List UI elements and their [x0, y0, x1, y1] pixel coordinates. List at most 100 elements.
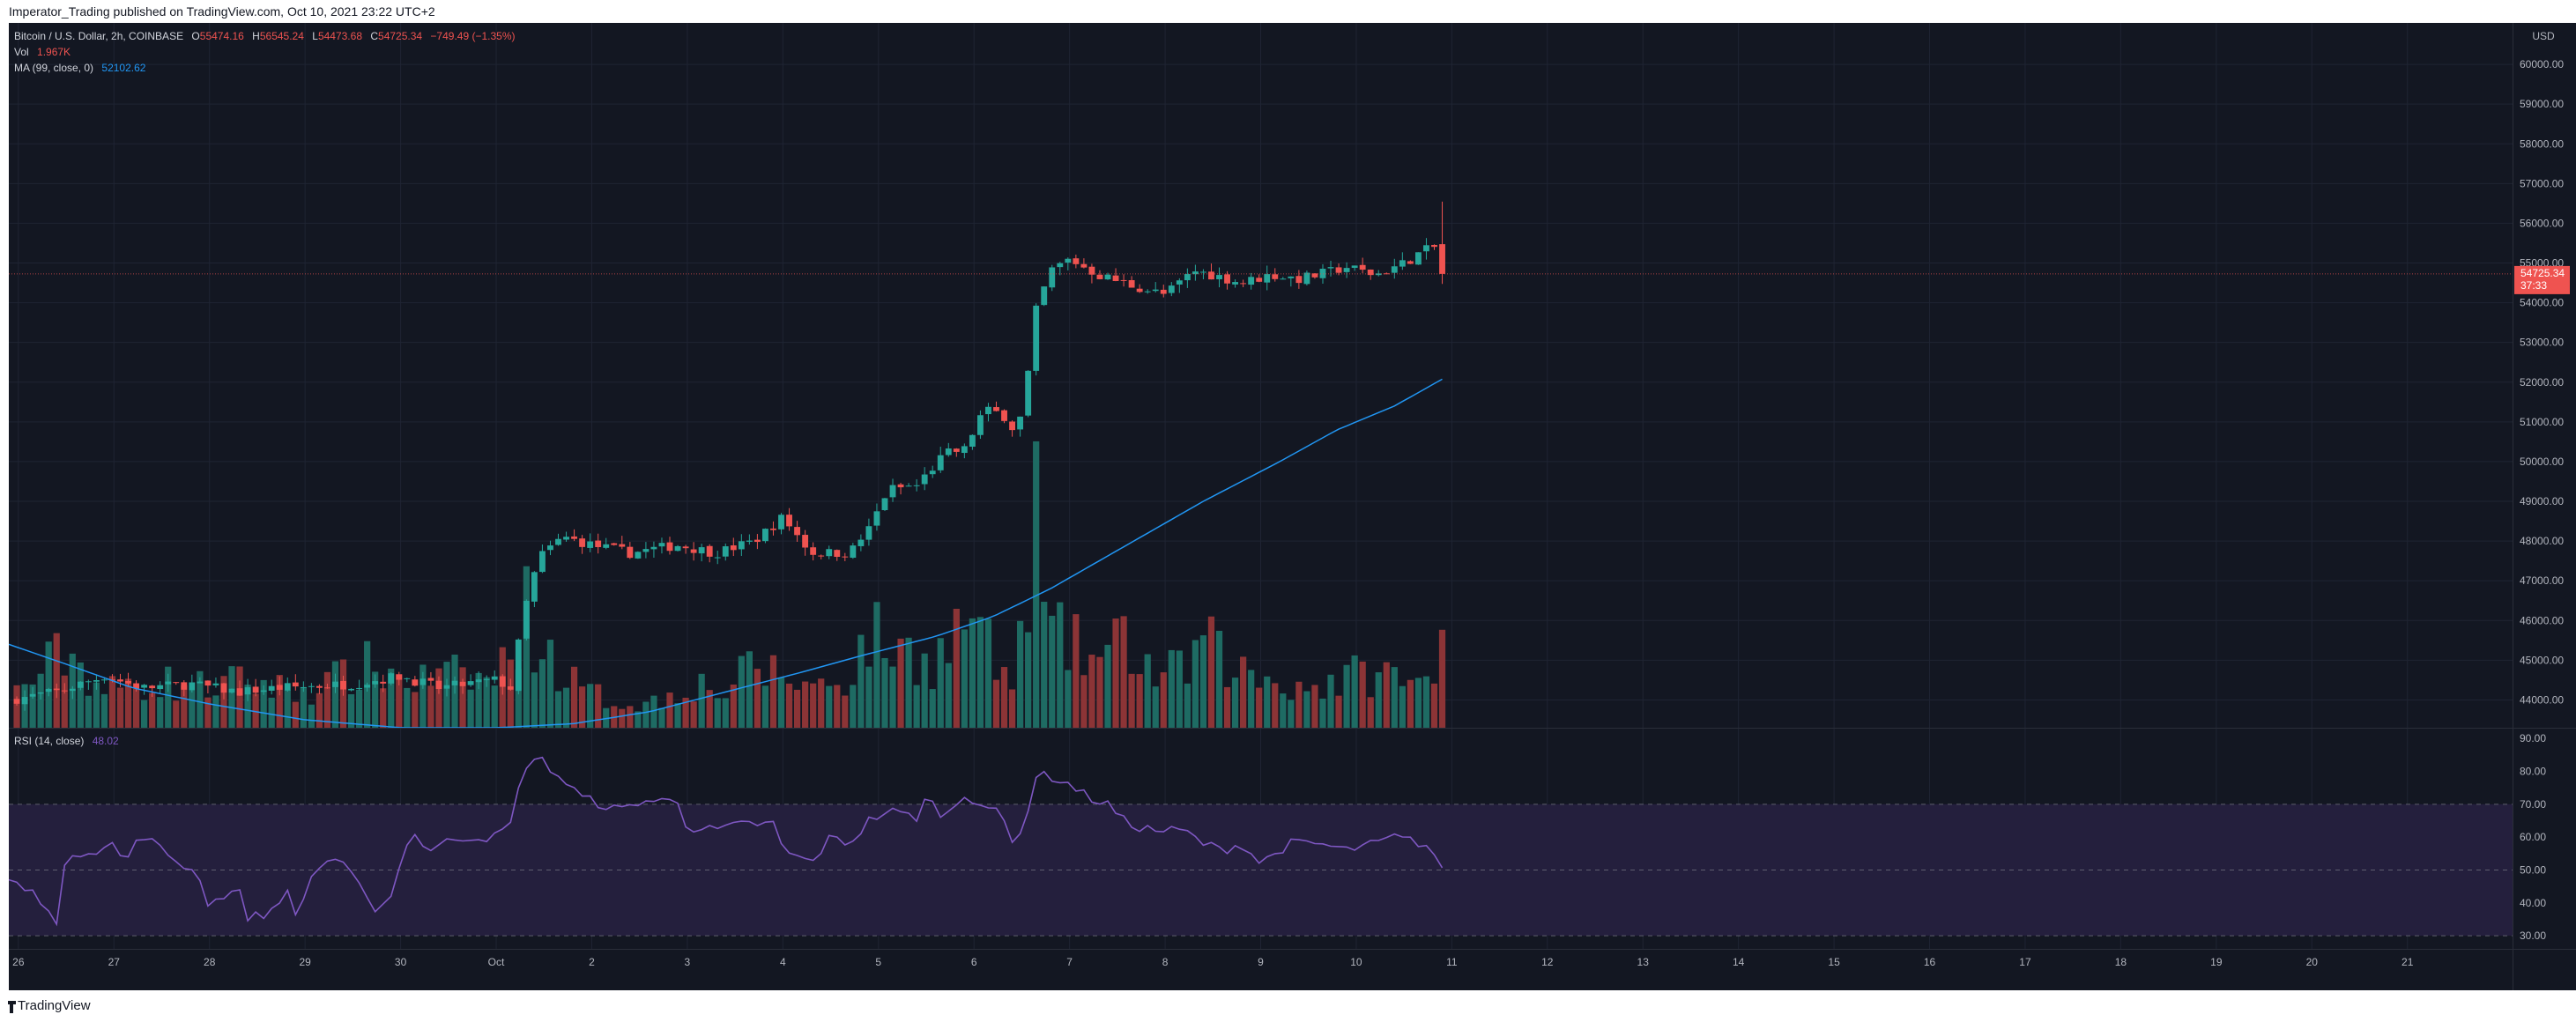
candle-body	[1399, 260, 1406, 267]
candle-body	[1184, 274, 1191, 281]
volume-bar	[961, 629, 968, 728]
candle-body	[842, 556, 849, 558]
volume-bar	[1152, 686, 1159, 728]
candle-body	[483, 678, 490, 680]
candle-body	[292, 682, 299, 687]
candle-body	[435, 680, 442, 690]
volume-bar	[1215, 630, 1223, 728]
volume-bar	[435, 668, 442, 728]
volume-bar	[141, 700, 148, 728]
volume-bar	[124, 678, 132, 728]
volume-bar	[865, 666, 872, 728]
candle-body	[1104, 274, 1111, 280]
candle-body	[268, 685, 275, 691]
candle-body	[658, 543, 665, 547]
volume-bar	[507, 659, 514, 728]
volume-bar	[905, 637, 912, 728]
candle-body	[1240, 283, 1247, 285]
volume-bar	[992, 679, 1000, 728]
volume-bar	[619, 708, 626, 728]
volume-bar	[149, 692, 156, 728]
volume-bar	[554, 691, 562, 728]
volume-bar	[1311, 685, 1318, 728]
volume-bar	[674, 703, 681, 728]
volume-bar	[984, 618, 992, 728]
candle-body	[730, 545, 737, 551]
volume-bar	[913, 685, 920, 728]
volume-bar	[388, 668, 395, 728]
volume-bar	[1438, 629, 1446, 728]
candle-body	[507, 686, 514, 690]
legend-c-value: 54725.34	[378, 30, 422, 42]
candle-body	[1327, 267, 1334, 269]
legend-symbol: Bitcoin / U.S. Dollar, 2h, COINBASE	[14, 30, 183, 42]
footer-brand[interactable]: TradingView	[18, 998, 91, 1013]
volume-bar	[562, 687, 570, 728]
candle-body	[563, 537, 569, 540]
volume-bar	[578, 686, 586, 728]
time-tick-label: 4	[780, 956, 786, 968]
volume-bar	[189, 690, 196, 728]
volume-bar	[173, 700, 180, 728]
candle-body	[45, 688, 52, 692]
candle-body	[834, 550, 841, 558]
candle-body	[1439, 244, 1445, 274]
volume-bar	[587, 684, 594, 728]
candle-body	[937, 455, 944, 470]
volume-bar	[1295, 681, 1303, 728]
time-axis[interactable]: 26 27 28 29 30 Oct 2 3 4 5 6 7 8 9 10 11 12 13 14 15 16 17 18 1…	[12, 956, 2414, 968]
price-tick-label: 52000.00	[2520, 376, 2564, 389]
time-tick-label: 21	[2402, 956, 2414, 968]
volume-bar	[1184, 683, 1191, 728]
tradingview-logo-icon[interactable]	[8, 997, 50, 1015]
chart[interactable]: 60000.00 59000.00 58000.00 57000.00 56000.00…	[9, 23, 2576, 990]
candle-body	[340, 680, 346, 690]
volume-bar	[850, 685, 857, 728]
legend-o-label: O	[191, 30, 199, 42]
candle-body	[889, 485, 896, 498]
volume-bar	[380, 688, 387, 728]
price-tick-label: 48000.00	[2520, 535, 2564, 547]
candle-body	[1025, 370, 1032, 416]
time-tick-label: 17	[2019, 956, 2031, 968]
volume-bar	[921, 653, 928, 728]
candle-body	[897, 484, 904, 488]
volume-bar	[85, 695, 92, 728]
candle-body	[364, 685, 371, 688]
volume-bar	[467, 689, 474, 728]
volume-bar	[761, 685, 769, 728]
volume-bar	[818, 678, 825, 728]
candle-body	[818, 555, 825, 557]
candle-body	[499, 676, 506, 687]
candle-body	[260, 690, 267, 692]
volume-bar	[570, 666, 578, 728]
volume-bar	[627, 706, 634, 728]
candle-body	[674, 545, 681, 552]
candle-body	[13, 699, 20, 704]
volume-bar	[889, 666, 896, 728]
candle-body	[1001, 410, 1007, 421]
candle-body	[850, 545, 857, 559]
volume-bar	[834, 685, 841, 728]
volume-bar	[635, 711, 642, 728]
candle-body	[753, 539, 761, 543]
candles[interactable]	[13, 201, 1445, 711]
volume-bar	[212, 695, 219, 728]
price-axis[interactable]: 60000.00 59000.00 58000.00 57000.00 56000.00…	[2520, 58, 2564, 942]
price-tick-label: 54000.00	[2520, 297, 2564, 309]
volume-bar	[538, 659, 546, 728]
volume-bar	[1335, 695, 1342, 728]
candle-body	[802, 535, 809, 548]
volume-bar	[976, 617, 984, 728]
candle-body	[300, 686, 307, 688]
candle-body	[149, 685, 156, 689]
volume-bar	[595, 684, 602, 728]
volume-bar	[252, 693, 259, 728]
volume-bar	[945, 663, 952, 728]
candle-body	[53, 688, 60, 691]
candle-body	[515, 639, 522, 692]
candle-body	[189, 682, 196, 691]
candle-body	[1303, 272, 1310, 285]
rsi-tick-label: 40.00	[2520, 897, 2546, 909]
candle-body	[396, 674, 403, 680]
